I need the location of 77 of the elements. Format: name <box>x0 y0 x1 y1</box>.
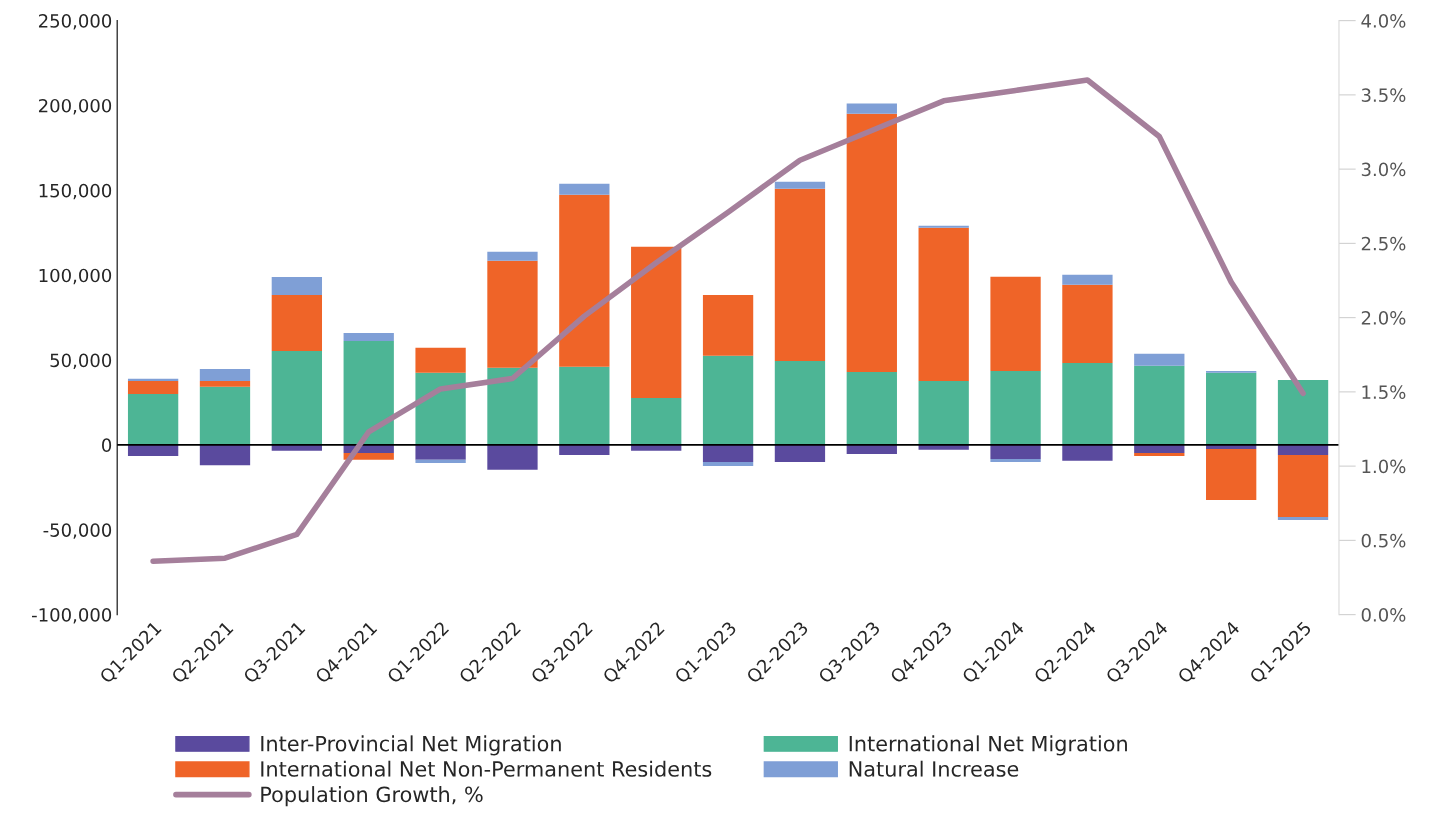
legend-label: Population Growth, % <box>261 786 483 807</box>
bar <box>774 444 826 462</box>
bar <box>487 444 538 470</box>
bar <box>702 294 754 356</box>
bar <box>702 355 754 445</box>
legend-label: International Net Migration <box>849 735 1127 756</box>
bar <box>990 276 1041 371</box>
y2-tick-label: 1.0% <box>1362 459 1406 474</box>
bar <box>1062 444 1113 461</box>
bar <box>199 386 251 445</box>
y2-tick-label: 2.5% <box>1361 236 1406 251</box>
bar <box>1134 452 1185 456</box>
bar <box>127 444 179 456</box>
bar <box>271 294 323 351</box>
bar <box>1277 517 1329 520</box>
bar <box>702 444 754 462</box>
legend-label: International Net Non-Permanent Residents <box>261 760 712 777</box>
y-tick-label: 150,000 <box>39 183 112 200</box>
bar <box>1277 379 1329 445</box>
bar <box>631 246 682 398</box>
bar <box>559 194 610 367</box>
bar <box>774 360 826 445</box>
bar <box>918 227 969 381</box>
bar <box>487 367 538 445</box>
bar <box>343 340 394 445</box>
bar <box>702 461 754 466</box>
bar <box>846 103 897 114</box>
bar <box>918 380 969 445</box>
bar <box>271 276 323 295</box>
bar <box>415 347 466 373</box>
bar <box>199 368 251 381</box>
bar <box>631 397 682 445</box>
bar <box>774 181 826 189</box>
bar <box>846 371 897 445</box>
bar <box>1062 362 1113 445</box>
bar <box>774 188 826 361</box>
bar <box>487 260 538 368</box>
bar <box>199 444 251 466</box>
bar <box>990 370 1041 445</box>
bar <box>1206 372 1257 445</box>
bar <box>559 366 610 445</box>
y2-tick-label: 3.0% <box>1361 162 1406 177</box>
bar <box>990 459 1041 462</box>
bar <box>127 380 179 394</box>
bar <box>415 459 466 463</box>
bar <box>918 225 969 228</box>
y2-tick-label: 4.0% <box>1361 14 1406 28</box>
bar <box>1206 448 1257 500</box>
legend-label: Natural Increase <box>849 760 1019 777</box>
y-tick-label: 100,000 <box>39 268 112 285</box>
bar <box>127 394 179 445</box>
bar <box>343 332 394 341</box>
bar <box>1277 454 1329 518</box>
y2-tick-label: 1.5% <box>1362 385 1406 399</box>
bar <box>487 251 538 261</box>
y2-tick-label: 3.5% <box>1361 88 1406 102</box>
bar <box>1134 365 1185 445</box>
bar <box>199 380 251 387</box>
y-tick-label: 0 <box>102 438 112 453</box>
y2-tick-label: 2.0% <box>1361 311 1406 325</box>
bar <box>990 444 1041 459</box>
y2-tick-label: 0.0% <box>1361 608 1406 622</box>
bar <box>1134 353 1185 366</box>
y-tick-label: 250,000 <box>38 14 112 30</box>
bar <box>846 113 897 372</box>
bar <box>559 183 610 195</box>
bar <box>1062 284 1113 363</box>
bar <box>1062 274 1113 285</box>
y2-tick-label: 0.5% <box>1361 533 1406 548</box>
y-tick-label: -100,000 <box>32 608 112 624</box>
y-tick-label: 50,000 <box>50 353 112 370</box>
legend-label: Inter-Provincial Net Migration <box>261 735 561 756</box>
y-tick-label: 200,000 <box>38 98 112 115</box>
y-tick-label: -50,000 <box>43 523 112 539</box>
bar <box>415 444 466 460</box>
bar <box>271 350 323 445</box>
bar <box>127 378 179 381</box>
